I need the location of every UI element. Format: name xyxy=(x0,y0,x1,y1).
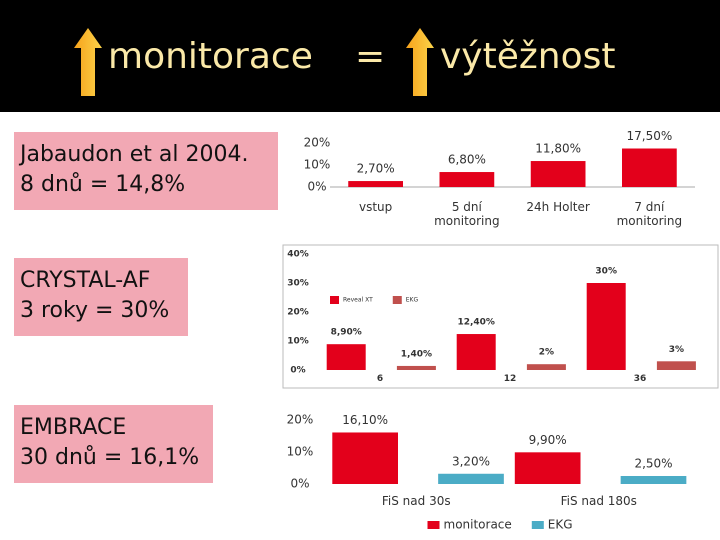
value-label: 12,40% xyxy=(457,318,495,328)
y-tick-label: 20% xyxy=(287,308,309,318)
x-tick-label: 5 dní monitoring xyxy=(434,200,500,229)
x-tick-label: 7 dní monitoring xyxy=(616,200,683,229)
bar xyxy=(620,476,687,484)
bar xyxy=(438,473,504,484)
study-box: EMBRACE 30 dnů = 16,1% xyxy=(14,405,213,483)
bar xyxy=(526,364,566,370)
x-tick-label: 6 xyxy=(376,374,384,384)
value-label: 30% xyxy=(595,267,617,277)
box-line: CRYSTAL-AF xyxy=(20,268,151,293)
x-tick-label: 36 xyxy=(633,374,647,384)
bar xyxy=(514,452,581,484)
x-tick-label: 24h Holter xyxy=(526,200,590,214)
title-right: výtěžnost xyxy=(440,36,616,77)
bar xyxy=(456,334,496,370)
legend-swatch xyxy=(531,521,544,529)
bar xyxy=(396,365,436,370)
study-box: Jabaudon et al 2004. 8 dnů = 14,8% xyxy=(14,132,278,210)
value-label: 16,10% xyxy=(342,413,388,427)
bar xyxy=(332,432,398,484)
x-tick-label: vstup xyxy=(358,200,393,214)
x-tick-label: FiS nad 180s xyxy=(560,494,637,508)
value-label: 17,50% xyxy=(626,129,672,143)
y-tick-label: 40% xyxy=(287,250,309,260)
box-line: Jabaudon et al 2004. xyxy=(20,142,249,167)
legend-label: EKG xyxy=(406,297,419,304)
arrows xyxy=(74,28,434,96)
box-line: 30 dnů = 16,1% xyxy=(20,445,200,470)
box-line: 8 dnů = 14,8% xyxy=(20,172,186,197)
title-left: monitorace xyxy=(108,36,313,77)
value-label: 3,20% xyxy=(452,454,490,468)
legend-swatch xyxy=(330,296,339,304)
value-label: 8,90% xyxy=(331,328,362,338)
up-arrow xyxy=(406,28,434,96)
value-label: 2,70% xyxy=(357,162,395,176)
bar xyxy=(656,361,696,370)
legend-label: EKG xyxy=(548,518,573,532)
legend-label: monitorace xyxy=(444,518,512,532)
y-tick-label: 0% xyxy=(290,477,309,491)
y-tick-label: 10% xyxy=(287,445,314,459)
value-label: 1,40% xyxy=(401,349,432,359)
y-tick-label: 0% xyxy=(290,366,305,376)
y-tick-label: 20% xyxy=(287,413,314,427)
box-line: EMBRACE xyxy=(20,415,127,440)
value-label: 3% xyxy=(669,345,684,355)
value-label: 2% xyxy=(539,348,554,358)
title-eq: = xyxy=(355,36,386,77)
x-tick-label: 12 xyxy=(503,374,517,384)
value-label: 11,80% xyxy=(535,142,581,156)
legend-label: Reveal XT xyxy=(343,297,373,304)
up-arrow xyxy=(74,28,102,96)
legend-swatch xyxy=(427,521,440,529)
value-label: 9,90% xyxy=(529,433,567,447)
x-tick-label: FiS nad 30s xyxy=(381,494,451,508)
bar xyxy=(439,172,495,187)
y-tick-label: 0% xyxy=(307,180,326,194)
bar xyxy=(326,344,366,370)
box-line: 3 roky = 30% xyxy=(20,298,170,323)
y-tick-label: 20% xyxy=(304,136,331,150)
legend-swatch xyxy=(392,296,402,304)
bar xyxy=(530,161,586,187)
value-label: 6,80% xyxy=(448,153,486,167)
y-tick-label: 10% xyxy=(304,158,331,172)
y-tick-label: 10% xyxy=(287,337,309,347)
value-label: 2,50% xyxy=(634,457,672,471)
header: monitorace = výtěžnost xyxy=(0,0,720,112)
study-box: CRYSTAL-AF 3 roky = 30% xyxy=(14,258,188,336)
bar xyxy=(622,148,677,187)
bar xyxy=(348,181,403,187)
y-tick-label: 30% xyxy=(287,279,309,289)
bar xyxy=(586,283,626,370)
